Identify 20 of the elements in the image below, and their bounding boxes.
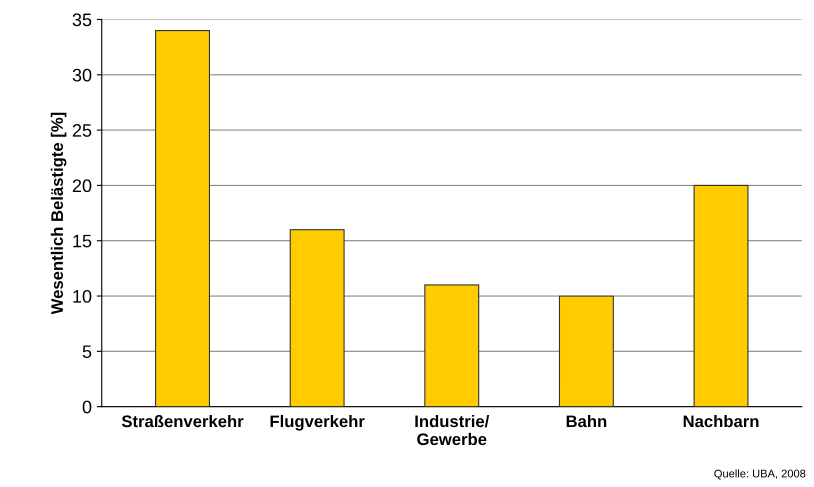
source-note: Quelle: UBA, 2008: [714, 469, 806, 480]
x-tick-label: Straßenverkehr: [122, 414, 244, 428]
x-tick-label: Nachbarn: [684, 414, 758, 428]
x-tick-label: Bahn: [566, 414, 606, 428]
bar: [694, 184, 748, 407]
y-tick-label: 30: [72, 68, 92, 82]
y-axis-title: Wesentlich Belästigte [%]: [50, 112, 66, 314]
y-tick-label: 5: [82, 345, 92, 358]
x-tick-label: Flugverkehr: [270, 414, 365, 431]
y-tick-label: 35: [72, 13, 92, 26]
bar: [424, 284, 480, 407]
bar: [155, 30, 210, 407]
x-tick-label: Industrie/ Gewerbe: [415, 414, 490, 446]
y-tick-label: 0: [82, 400, 92, 414]
y-tick-label: 20: [72, 179, 92, 192]
y-tick-label: 25: [72, 124, 92, 137]
y-tick-label: 10: [73, 290, 92, 303]
bar: [290, 229, 345, 407]
bar: [558, 295, 614, 407]
y-tick-label: 15: [73, 234, 92, 248]
